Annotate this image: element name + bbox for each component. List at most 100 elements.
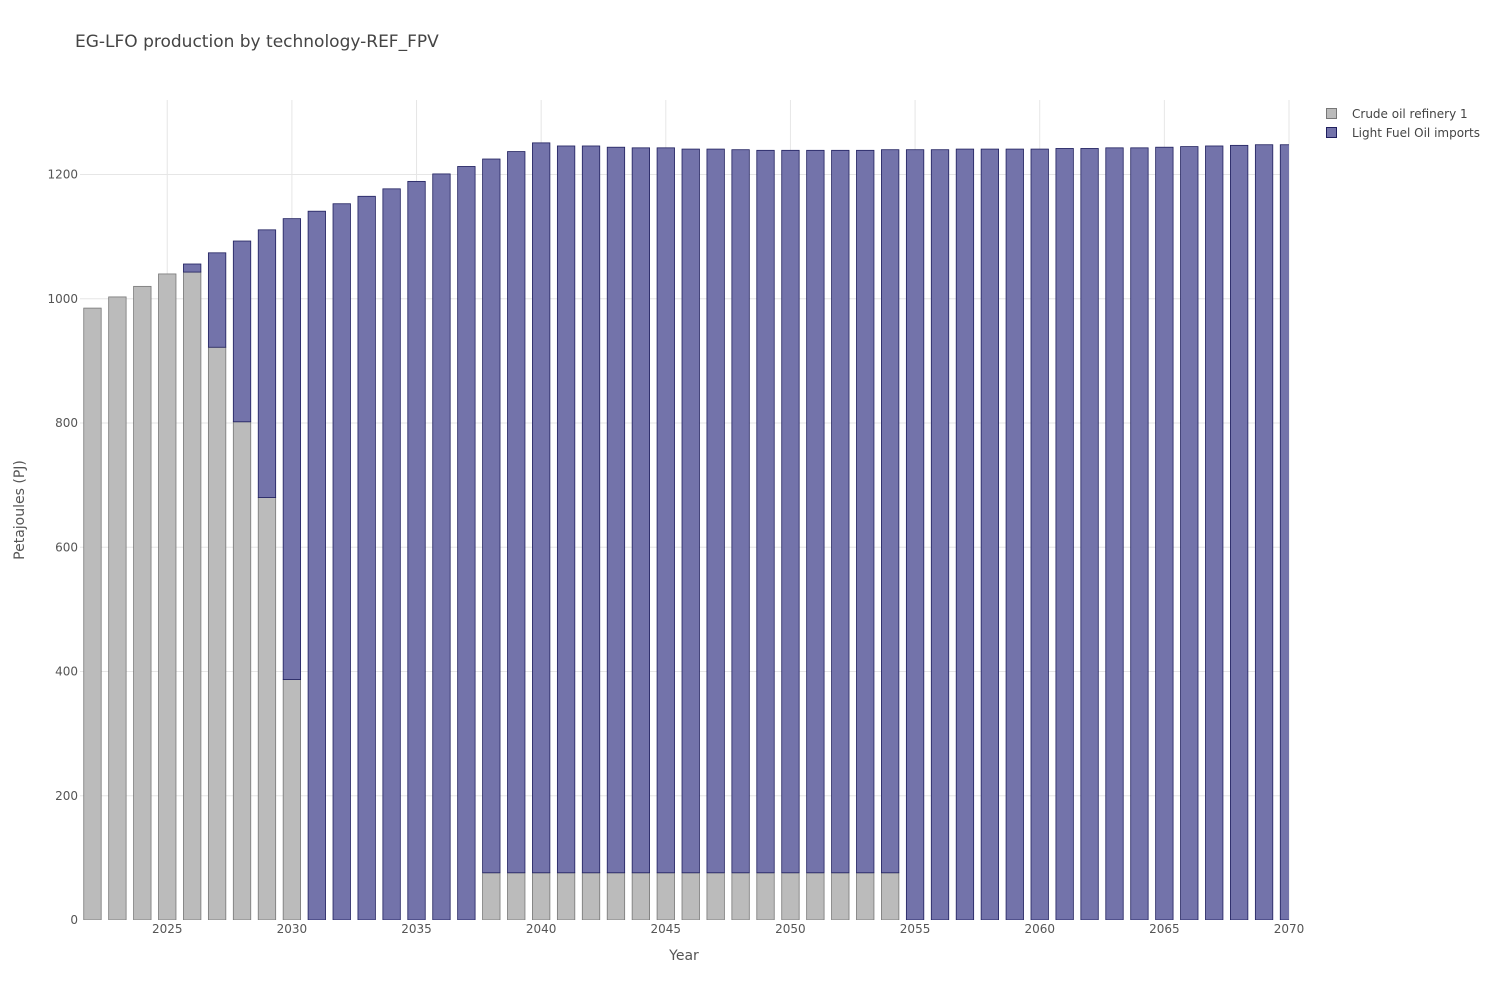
bar-light-fuel-oil-imports-2037[interactable] bbox=[457, 166, 476, 920]
bar-light-fuel-oil-imports-2046[interactable] bbox=[681, 148, 700, 874]
bar-crude-oil-refinery-2048[interactable] bbox=[731, 872, 750, 920]
x-tick-label: 2030 bbox=[277, 922, 308, 936]
y-tick-label: 200 bbox=[55, 789, 78, 803]
bar-light-fuel-oil-imports-2044[interactable] bbox=[631, 147, 651, 874]
bar-light-fuel-oil-imports-2036[interactable] bbox=[432, 173, 451, 920]
bar-light-fuel-oil-imports-2062[interactable] bbox=[1080, 148, 1099, 920]
bar-crude-oil-refinery-2022[interactable] bbox=[83, 307, 102, 920]
bar-light-fuel-oil-imports-2064[interactable] bbox=[1130, 147, 1149, 920]
x-tick-label: 2060 bbox=[1024, 922, 1055, 936]
bar-light-fuel-oil-imports-2049[interactable] bbox=[756, 149, 775, 874]
bar-light-fuel-oil-imports-2028[interactable] bbox=[232, 240, 252, 423]
bar-light-fuel-oil-imports-2031[interactable] bbox=[307, 210, 326, 920]
bar-light-fuel-oil-imports-2069[interactable] bbox=[1254, 144, 1274, 920]
bar-light-fuel-oil-imports-2053[interactable] bbox=[856, 149, 875, 874]
x-tick-label: 2050 bbox=[775, 922, 806, 936]
bar-light-fuel-oil-imports-2054[interactable] bbox=[881, 149, 900, 874]
legend-label: Crude oil refinery 1 bbox=[1352, 106, 1468, 121]
x-tick-label: 2040 bbox=[526, 922, 557, 936]
bar-crude-oil-refinery-2028[interactable] bbox=[232, 421, 252, 920]
bar-light-fuel-oil-imports-2038[interactable] bbox=[482, 158, 501, 874]
bar-light-fuel-oil-imports-2050[interactable] bbox=[781, 149, 800, 874]
bar-crude-oil-refinery-2027[interactable] bbox=[207, 346, 227, 920]
bar-light-fuel-oil-imports-2052[interactable] bbox=[831, 149, 850, 874]
bar-light-fuel-oil-imports-2043[interactable] bbox=[606, 146, 626, 874]
bar-light-fuel-oil-imports-2070[interactable] bbox=[1279, 144, 1297, 920]
bar-crude-oil-refinery-2029[interactable] bbox=[257, 497, 277, 920]
bar-light-fuel-oil-imports-2027[interactable] bbox=[207, 252, 227, 348]
bar-light-fuel-oil-imports-2047[interactable] bbox=[706, 148, 725, 874]
bar-crude-oil-refinery-2023[interactable] bbox=[108, 296, 127, 920]
bar-light-fuel-oil-imports-2065[interactable] bbox=[1155, 146, 1174, 920]
bar-crude-oil-refinery-2049[interactable] bbox=[756, 872, 775, 920]
bar-crude-oil-refinery-2042[interactable] bbox=[581, 872, 601, 920]
bar-crude-oil-refinery-2039[interactable] bbox=[507, 872, 526, 920]
x-tick-label: 2035 bbox=[401, 922, 432, 936]
y-tick-label: 1200 bbox=[47, 168, 78, 182]
bar-light-fuel-oil-imports-2033[interactable] bbox=[357, 195, 376, 920]
bar-light-fuel-oil-imports-2059[interactable] bbox=[1005, 148, 1024, 920]
bar-light-fuel-oil-imports-2041[interactable] bbox=[556, 145, 576, 874]
bar-light-fuel-oil-imports-2045[interactable] bbox=[656, 147, 675, 874]
bar-light-fuel-oil-imports-2058[interactable] bbox=[980, 148, 999, 920]
y-tick-label: 600 bbox=[55, 540, 78, 554]
legend-swatch-crude-oil-refinery bbox=[1326, 108, 1337, 119]
bar-light-fuel-oil-imports-2032[interactable] bbox=[332, 203, 351, 920]
bar-light-fuel-oil-imports-2034[interactable] bbox=[382, 188, 401, 920]
bar-crude-oil-refinery-2051[interactable] bbox=[806, 872, 825, 920]
legend-item-light-fuel-oil-imports[interactable]: Light Fuel Oil imports bbox=[1326, 123, 1480, 142]
bar-crude-oil-refinery-2025[interactable] bbox=[158, 273, 177, 920]
bar-crude-oil-refinery-2043[interactable] bbox=[606, 872, 626, 920]
legend-item-crude-oil-refinery[interactable]: Crude oil refinery 1 bbox=[1326, 104, 1480, 123]
x-tick-label: 2055 bbox=[900, 922, 931, 936]
bar-light-fuel-oil-imports-2057[interactable] bbox=[955, 148, 975, 920]
bar-light-fuel-oil-imports-2061[interactable] bbox=[1055, 148, 1074, 920]
bar-crude-oil-refinery-2038[interactable] bbox=[482, 872, 501, 920]
bar-crude-oil-refinery-2052[interactable] bbox=[831, 872, 850, 920]
bar-crude-oil-refinery-2024[interactable] bbox=[133, 285, 152, 920]
legend-swatch-light-fuel-oil-imports bbox=[1326, 127, 1337, 138]
bar-light-fuel-oil-imports-2040[interactable] bbox=[532, 142, 551, 874]
bar-crude-oil-refinery-2041[interactable] bbox=[556, 872, 576, 920]
bar-crude-oil-refinery-2030[interactable] bbox=[282, 679, 302, 920]
y-tick-label: 400 bbox=[55, 665, 78, 679]
legend-label: Light Fuel Oil imports bbox=[1352, 125, 1480, 140]
chart-title: EG-LFO production by technology-REF_FPV bbox=[75, 32, 439, 52]
bar-crude-oil-refinery-2046[interactable] bbox=[681, 872, 700, 920]
bar-crude-oil-refinery-2040[interactable] bbox=[532, 872, 551, 920]
bar-light-fuel-oil-imports-2063[interactable] bbox=[1105, 147, 1124, 920]
bar-light-fuel-oil-imports-2067[interactable] bbox=[1205, 145, 1224, 920]
bar-light-fuel-oil-imports-2056[interactable] bbox=[930, 149, 950, 920]
bar-crude-oil-refinery-2054[interactable] bbox=[881, 872, 900, 920]
bar-light-fuel-oil-imports-2029[interactable] bbox=[257, 229, 277, 498]
bar-crude-oil-refinery-2044[interactable] bbox=[631, 872, 651, 920]
axes: 2025 2030 2035 2040 2045 2050 2055 2060 2065 2070… bbox=[47, 168, 1304, 936]
bar-light-fuel-oil-imports-2060[interactable] bbox=[1030, 148, 1049, 920]
x-axis-title: Year bbox=[668, 948, 699, 964]
x-tick-label: 2025 bbox=[152, 922, 183, 936]
bar-crude-oil-refinery-2045[interactable] bbox=[656, 872, 675, 920]
bar-light-fuel-oil-imports-2051[interactable] bbox=[806, 149, 825, 874]
bar-light-fuel-oil-imports-2066[interactable] bbox=[1180, 146, 1199, 920]
bar-light-fuel-oil-imports-2068[interactable] bbox=[1230, 144, 1249, 920]
bar-light-fuel-oil-imports-2055[interactable] bbox=[905, 149, 925, 920]
bar-crude-oil-refinery-2047[interactable] bbox=[706, 872, 725, 920]
bar-light-fuel-oil-imports-2035[interactable] bbox=[407, 180, 426, 920]
x-tick-label: 2070 bbox=[1274, 922, 1305, 936]
y-axis-title: Petajoules (PJ) bbox=[12, 460, 28, 560]
y-tick-label: 0 bbox=[70, 913, 78, 927]
bar-crude-oil-refinery-2026[interactable] bbox=[183, 271, 202, 920]
bar-light-fuel-oil-imports-2026[interactable] bbox=[183, 263, 202, 273]
bar-series bbox=[83, 142, 1297, 920]
legend: Crude oil refinery 1 Light Fuel Oil impo… bbox=[1326, 104, 1480, 142]
bar-crude-oil-refinery-2053[interactable] bbox=[856, 872, 875, 920]
x-tick-label: 2045 bbox=[651, 922, 682, 936]
bar-crude-oil-refinery-2050[interactable] bbox=[781, 872, 800, 920]
bar-light-fuel-oil-imports-2030[interactable] bbox=[282, 218, 302, 680]
bar-light-fuel-oil-imports-2039[interactable] bbox=[507, 151, 526, 874]
y-tick-label: 800 bbox=[55, 416, 78, 430]
bar-light-fuel-oil-imports-2042[interactable] bbox=[581, 145, 601, 874]
bar-light-fuel-oil-imports-2048[interactable] bbox=[731, 149, 750, 874]
x-tick-label: 2065 bbox=[1149, 922, 1180, 936]
